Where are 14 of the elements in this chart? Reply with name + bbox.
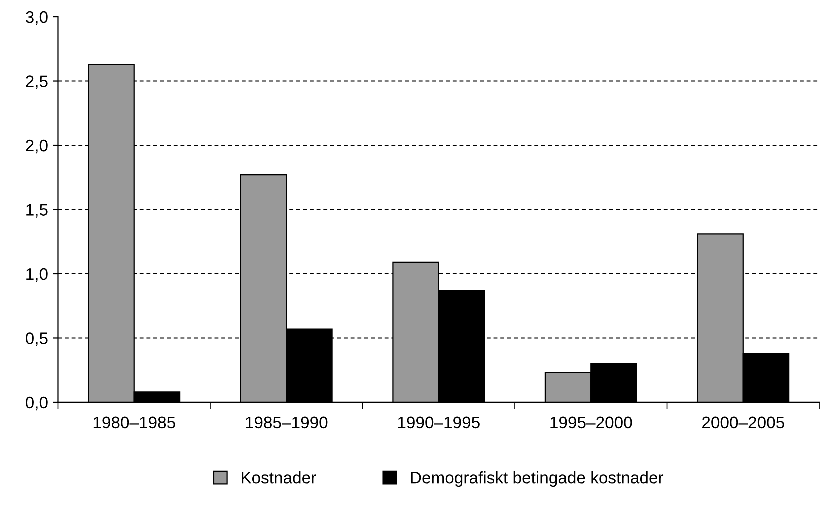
y-tick-label: 3,0 <box>26 11 48 26</box>
legend-label: Kostnader <box>242 472 316 484</box>
y-tick-label: 1,0 <box>26 268 48 282</box>
y-tick-label: 0,0 <box>26 396 48 411</box>
x-tick-label: 1995–2000 <box>550 416 632 429</box>
x-tick-label: 2000–2005 <box>702 416 784 429</box>
y-tick-label: 0,5 <box>26 332 48 346</box>
y-tick-label: 1,5 <box>26 204 48 218</box>
x-tick-label: 1980–1985 <box>94 416 176 429</box>
x-tick-label: 1990–1995 <box>398 416 480 429</box>
legend-label: Demografiskt betingade kostnader <box>411 472 664 488</box>
y-tick-label: 2,5 <box>26 76 48 90</box>
x-tick-label: 1985–1990 <box>246 416 328 429</box>
y-tick-label: 2,0 <box>26 140 48 154</box>
